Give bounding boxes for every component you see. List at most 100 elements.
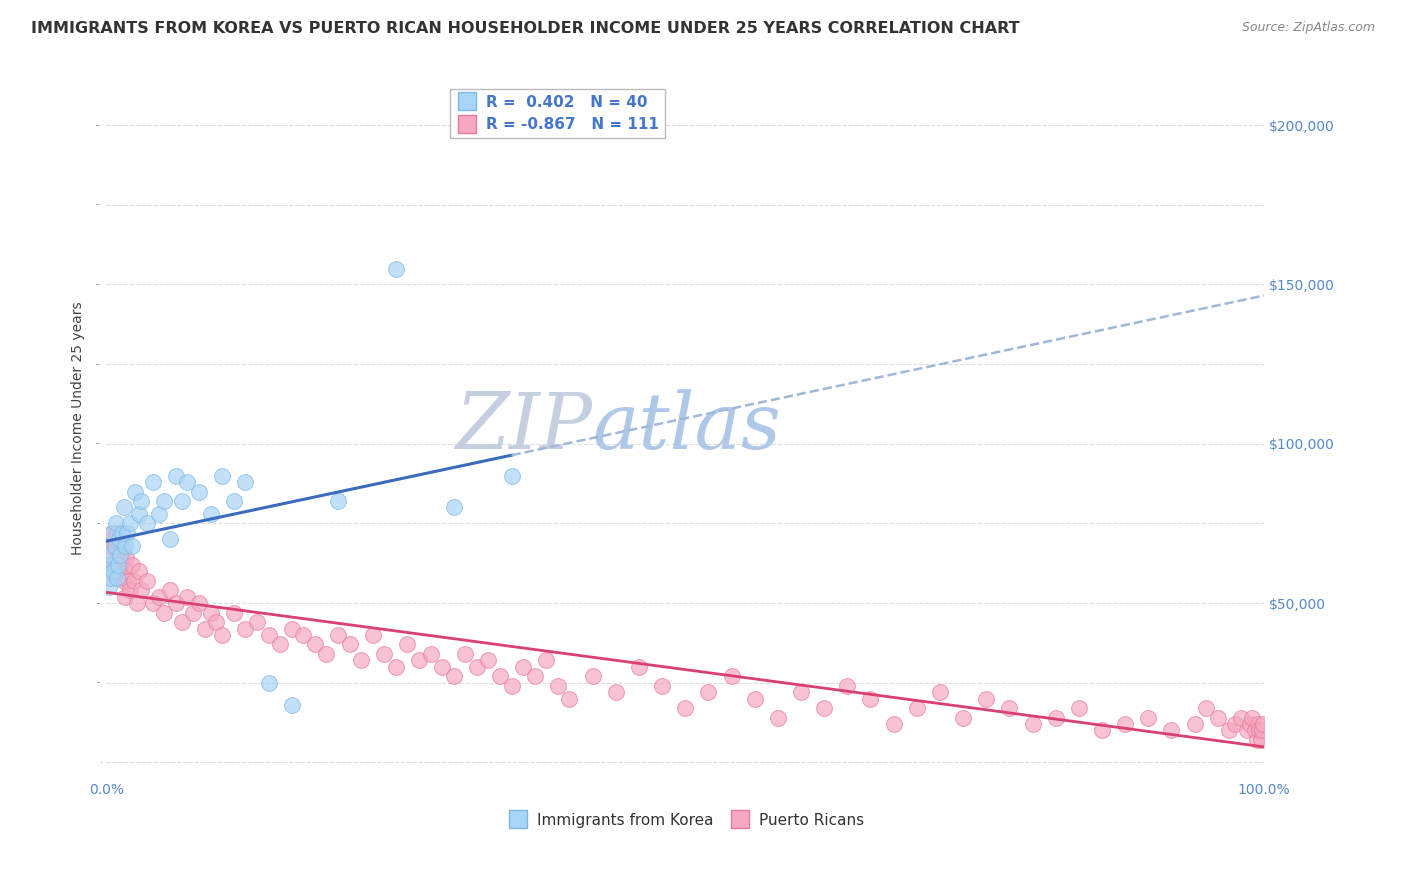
- Point: [928, 685, 950, 699]
- Point: [673, 701, 696, 715]
- Point: [1236, 723, 1258, 738]
- Text: IMMIGRANTS FROM KOREA VS PUERTO RICAN HOUSEHOLDER INCOME UNDER 25 YEARS CORRELAT: IMMIGRANTS FROM KOREA VS PUERTO RICAN HO…: [31, 21, 1019, 37]
- Point: [128, 507, 150, 521]
- Point: [110, 564, 132, 578]
- Point: [443, 669, 465, 683]
- Point: [257, 675, 280, 690]
- Point: [105, 525, 128, 540]
- Point: [257, 628, 280, 642]
- Point: [122, 574, 145, 588]
- Point: [536, 653, 558, 667]
- Point: [136, 516, 159, 531]
- Point: [211, 468, 233, 483]
- Point: [720, 669, 742, 683]
- Point: [454, 647, 477, 661]
- Point: [1249, 723, 1271, 738]
- Point: [118, 583, 141, 598]
- Point: [813, 701, 835, 715]
- Point: [326, 494, 349, 508]
- Point: [159, 533, 181, 547]
- Point: [547, 679, 569, 693]
- Point: [107, 570, 129, 584]
- Point: [194, 622, 217, 636]
- Point: [153, 494, 176, 508]
- Point: [176, 475, 198, 489]
- Point: [103, 539, 125, 553]
- Point: [100, 548, 122, 562]
- Point: [107, 558, 129, 572]
- Point: [101, 525, 124, 540]
- Point: [1021, 717, 1043, 731]
- Point: [105, 570, 128, 584]
- Point: [176, 590, 198, 604]
- Text: ZIP: ZIP: [456, 390, 593, 466]
- Point: [104, 516, 127, 531]
- Point: [408, 653, 430, 667]
- Point: [1239, 717, 1261, 731]
- Point: [465, 659, 488, 673]
- Point: [443, 500, 465, 515]
- Point: [103, 555, 125, 569]
- Point: [117, 564, 139, 578]
- Point: [269, 637, 291, 651]
- Point: [1223, 717, 1246, 731]
- Point: [112, 500, 135, 515]
- Point: [104, 541, 127, 556]
- Point: [430, 659, 453, 673]
- Point: [385, 261, 408, 276]
- Point: [98, 570, 121, 584]
- Point: [246, 615, 269, 629]
- Point: [419, 647, 441, 661]
- Point: [159, 583, 181, 598]
- Point: [129, 583, 152, 598]
- Point: [744, 691, 766, 706]
- Point: [837, 679, 859, 693]
- Point: [103, 564, 125, 578]
- Point: [396, 637, 419, 651]
- Point: [110, 558, 132, 572]
- Point: [627, 659, 650, 673]
- Point: [114, 590, 136, 604]
- Point: [124, 484, 146, 499]
- Point: [477, 653, 499, 667]
- Point: [523, 669, 546, 683]
- Point: [188, 596, 211, 610]
- Point: [1091, 723, 1114, 738]
- Point: [1230, 711, 1253, 725]
- Text: atlas: atlas: [593, 390, 782, 466]
- Point: [501, 468, 523, 483]
- Point: [1137, 711, 1160, 725]
- Point: [998, 701, 1021, 715]
- Point: [1247, 717, 1270, 731]
- Point: [117, 525, 139, 540]
- Point: [121, 539, 143, 553]
- Point: [110, 525, 132, 540]
- Point: [235, 622, 257, 636]
- Point: [235, 475, 257, 489]
- Point: [181, 606, 204, 620]
- Point: [115, 551, 138, 566]
- Point: [136, 574, 159, 588]
- Point: [1067, 701, 1090, 715]
- Point: [103, 564, 125, 578]
- Point: [1218, 723, 1240, 738]
- Point: [142, 596, 165, 610]
- Point: [1251, 717, 1274, 731]
- Point: [112, 574, 135, 588]
- Point: [883, 717, 905, 731]
- Point: [121, 558, 143, 572]
- Point: [100, 570, 122, 584]
- Point: [859, 691, 882, 706]
- Point: [350, 653, 373, 667]
- Point: [97, 558, 120, 572]
- Point: [651, 679, 673, 693]
- Point: [125, 596, 148, 610]
- Point: [1250, 723, 1272, 738]
- Point: [361, 628, 384, 642]
- Point: [101, 525, 124, 540]
- Point: [110, 548, 132, 562]
- Text: Source: ZipAtlas.com: Source: ZipAtlas.com: [1241, 21, 1375, 35]
- Point: [790, 685, 813, 699]
- Point: [98, 533, 121, 547]
- Point: [222, 606, 245, 620]
